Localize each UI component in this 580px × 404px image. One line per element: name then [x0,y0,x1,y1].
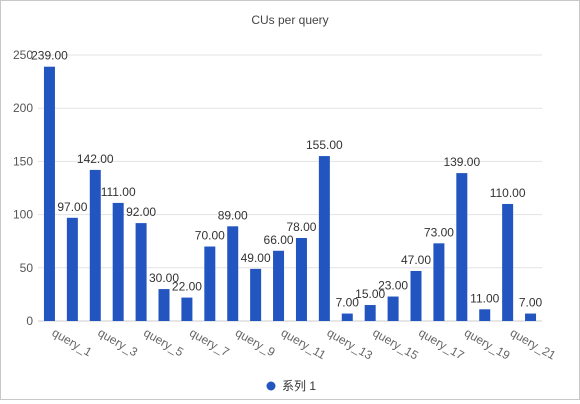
data-label: 23.00 [378,279,408,293]
x-tick-label: query_21 [508,325,559,362]
bar [479,309,491,321]
bar [66,217,78,321]
bar [112,202,124,321]
data-label: 78.00 [286,220,316,234]
data-label: 11.00 [470,291,499,305]
data-label: 22.00 [172,280,202,294]
y-axis: 0 50 100 150 200 250 [13,48,33,328]
data-label: 7.00 [336,296,360,310]
data-label: 49.00 [241,251,271,265]
bar [525,313,537,321]
bar [456,173,468,321]
bar [204,246,216,321]
x-tick-label: query_13 [325,325,376,362]
y-tick-label: 150 [13,154,33,168]
data-label: 239.00 [31,49,68,63]
x-tick-label: query_15 [370,325,421,362]
data-label: 142.00 [77,152,114,166]
data-label: 15.00 [355,287,385,301]
bar [433,243,445,321]
bar [158,289,170,321]
data-label: 92.00 [126,205,156,219]
legend: 系列 1 [266,379,316,393]
data-label: 70.00 [195,229,225,243]
x-tick-label: query_3 [96,325,141,359]
bar [43,66,55,321]
data-label: 30.00 [149,271,179,285]
x-tick-label: query_17 [416,325,467,362]
bar [387,296,399,321]
bar [502,203,514,321]
y-tick-label: 0 [26,314,33,328]
x-tick-label: query_19 [462,325,513,362]
bar [295,238,307,321]
bar [135,223,147,321]
y-tick-label: 50 [20,261,34,275]
data-label: 66.00 [264,233,294,247]
data-label: 139.00 [443,155,480,169]
y-tick-label: 100 [13,208,33,222]
data-label: 7.00 [519,296,543,310]
data-label: 110.00 [490,186,526,200]
data-label: 47.00 [401,253,431,267]
y-tick-label: 200 [13,101,33,115]
x-tick-label: query_7 [187,325,232,359]
legend-marker [266,381,276,391]
data-label: 97.00 [57,200,87,214]
data-label: 111.00 [101,185,136,199]
x-axis: query_1 query_3 query_5 query_7 query_9 query… [50,325,559,362]
bar [250,268,262,321]
legend-label: 系列 1 [282,379,316,393]
data-label: 73.00 [424,225,454,239]
bar [89,169,101,321]
bar [364,305,376,321]
data-label: 155.00 [306,138,343,152]
x-tick-label: query_11 [279,325,329,362]
x-tick-label: query_9 [233,325,278,359]
bars [43,66,537,321]
bar [341,313,353,321]
bar [318,156,330,321]
bar [181,297,193,321]
bar [227,226,239,321]
x-tick-label: query_1 [50,325,95,359]
y-tick-label: 250 [13,48,33,62]
bar [410,270,422,321]
data-label: 89.00 [218,208,248,222]
chart-title: CUs per query [251,13,328,27]
x-tick-label: query_5 [141,325,186,359]
bar [273,250,285,321]
